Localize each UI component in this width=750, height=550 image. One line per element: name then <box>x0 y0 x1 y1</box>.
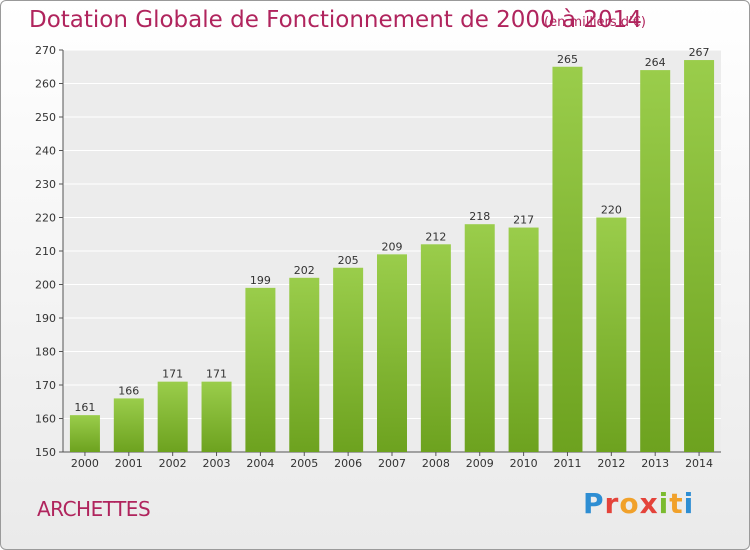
y-tick-label: 210 <box>35 245 56 258</box>
proxiti-logo: Proxiti <box>583 487 695 520</box>
y-tick-label: 230 <box>35 178 56 191</box>
bar <box>552 66 583 452</box>
x-tick-label: 2011 <box>553 457 581 470</box>
bar <box>377 254 407 452</box>
bar <box>201 381 232 452</box>
x-tick-label: 2008 <box>422 457 450 470</box>
x-tick-label: 2012 <box>597 457 625 470</box>
bar-value-label: 217 <box>513 214 534 227</box>
y-tick-label: 160 <box>35 413 56 426</box>
bar-value-label: 220 <box>601 204 622 217</box>
bar-value-label: 265 <box>557 53 578 66</box>
x-tick-label: 2014 <box>685 457 713 470</box>
bar <box>640 70 671 452</box>
y-tick-label: 250 <box>35 111 56 124</box>
x-tick-label: 2007 <box>378 457 406 470</box>
x-tick-label: 2009 <box>466 457 494 470</box>
bar <box>289 277 320 452</box>
x-tick-label: 2010 <box>510 457 538 470</box>
y-tick-label: 240 <box>35 145 56 158</box>
y-tick-label: 190 <box>35 312 56 325</box>
x-tick-label: 2004 <box>246 457 274 470</box>
bar <box>333 267 364 452</box>
y-tick-label: 170 <box>35 379 56 392</box>
x-tick-label: 2006 <box>334 457 362 470</box>
bar-value-label: 199 <box>250 274 271 287</box>
bar <box>69 415 100 452</box>
bar-value-label: 209 <box>382 240 403 253</box>
bar <box>420 244 451 452</box>
x-tick-label: 2000 <box>71 457 99 470</box>
y-tick-label: 270 <box>35 44 56 57</box>
chart-unit: (en milliers d'€) <box>544 15 646 30</box>
labels: 161 166 171 171 199 202 205 209 212 218 217 265 220 2… <box>74 46 709 414</box>
bar <box>508 227 539 452</box>
bar-value-label: 166 <box>118 384 139 397</box>
bar-value-label: 212 <box>425 230 446 243</box>
x-tick-label: 2013 <box>641 457 669 470</box>
x-tick-label: 2003 <box>203 457 231 470</box>
x-tick-label: 2002 <box>159 457 187 470</box>
bars <box>69 60 715 453</box>
bar-value-label: 218 <box>469 210 490 223</box>
bar <box>596 217 627 452</box>
y-tick-label: 260 <box>35 78 56 91</box>
bar <box>113 398 144 452</box>
bar-value-label: 171 <box>206 368 227 381</box>
y-tick-label: 180 <box>35 346 56 359</box>
commune-name: ARCHETTES <box>37 497 151 521</box>
bar-value-label: 161 <box>74 401 95 414</box>
x-tick-label: 2001 <box>115 457 143 470</box>
axes: 150 160 170 180 190 200 210 220 230 240 250 260 270 2… <box>35 44 721 470</box>
y-tick-label: 200 <box>35 279 56 292</box>
bar-value-label: 202 <box>294 264 315 277</box>
chart-title: Dotation Globale de Fonctionnement de 20… <box>29 7 642 33</box>
bar-value-label: 171 <box>162 368 183 381</box>
bar <box>464 224 495 452</box>
bar-value-label: 264 <box>645 56 666 69</box>
bar <box>245 287 276 452</box>
x-tick-label: 2005 <box>290 457 318 470</box>
bar-value-label: 205 <box>338 254 359 267</box>
y-tick-label: 150 <box>35 446 56 459</box>
y-tick-label: 220 <box>35 212 56 225</box>
bar-value-label: 267 <box>689 46 710 59</box>
bar <box>157 381 188 452</box>
bar <box>684 60 715 453</box>
